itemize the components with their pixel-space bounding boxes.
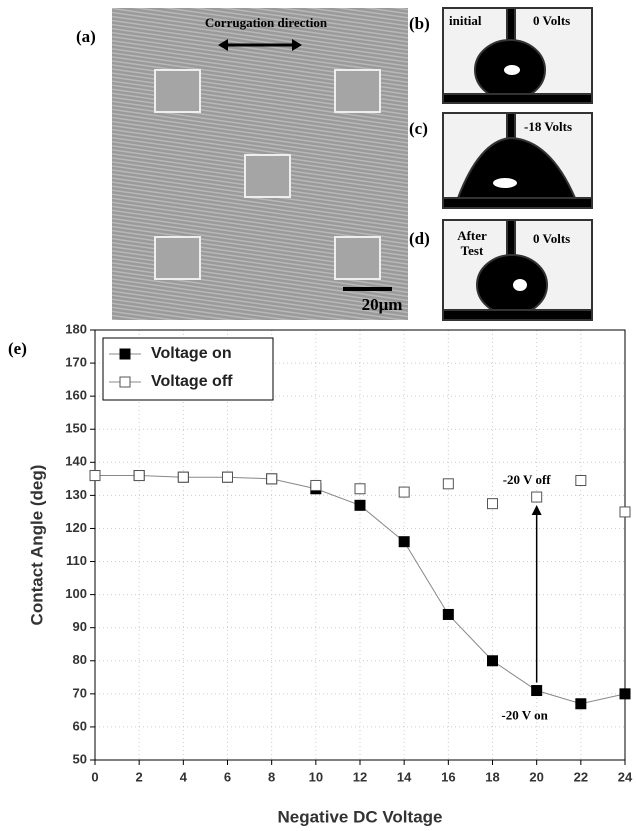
x-tick-label: 8 bbox=[268, 769, 275, 784]
annotation: -20 V off bbox=[503, 472, 552, 487]
marker bbox=[398, 486, 410, 498]
x-tick-label: 4 bbox=[180, 769, 188, 784]
marker bbox=[89, 470, 101, 482]
panel-label: (d) bbox=[409, 229, 430, 248]
panel-text: After Test bbox=[457, 228, 487, 258]
y-tick-label: 50 bbox=[73, 751, 87, 766]
panel-text: Corrugation direction bbox=[205, 15, 328, 30]
marker bbox=[177, 471, 189, 483]
marker bbox=[354, 483, 366, 495]
marker bbox=[619, 688, 631, 700]
panel-label: (c) bbox=[409, 119, 428, 138]
panel-label: (a) bbox=[76, 27, 96, 46]
legend-marker bbox=[119, 376, 131, 388]
y-tick-label: 150 bbox=[65, 421, 87, 436]
legend-label: Voltage off bbox=[151, 373, 233, 390]
y-tick-label: 170 bbox=[65, 355, 87, 370]
x-tick-label: 10 bbox=[309, 769, 323, 784]
marker bbox=[398, 536, 410, 548]
sem-image bbox=[112, 8, 408, 320]
scale-label: 20μm bbox=[362, 295, 403, 314]
marker bbox=[310, 479, 322, 491]
x-tick-label: 24 bbox=[618, 769, 633, 784]
x-tick-label: 18 bbox=[485, 769, 499, 784]
x-tick-label: 14 bbox=[397, 769, 412, 784]
marker bbox=[266, 473, 278, 485]
annotation: -20 V on bbox=[501, 708, 548, 723]
marker bbox=[133, 470, 145, 482]
y-tick-label: 60 bbox=[73, 718, 87, 733]
marker bbox=[487, 498, 498, 510]
y-axis-title: Contact Angle (deg) bbox=[27, 465, 46, 626]
panel-text: initial bbox=[449, 13, 482, 28]
marker bbox=[575, 698, 587, 710]
panel-text: 0 Volts bbox=[533, 13, 570, 28]
marker bbox=[222, 471, 233, 483]
y-tick-label: 100 bbox=[65, 586, 87, 601]
marker bbox=[575, 475, 587, 486]
x-axis-title: Negative DC Voltage bbox=[277, 807, 442, 826]
y-tick-label: 130 bbox=[65, 487, 87, 502]
marker bbox=[531, 685, 543, 697]
panel-label: (b) bbox=[409, 14, 430, 33]
legend-marker bbox=[119, 348, 131, 360]
marker bbox=[619, 506, 631, 518]
panel-text: -18 Volts bbox=[524, 119, 572, 134]
y-tick-label: 90 bbox=[73, 619, 87, 634]
x-tick-label: 20 bbox=[529, 769, 543, 784]
y-tick-label: 120 bbox=[65, 520, 87, 535]
x-tick-label: 6 bbox=[224, 769, 231, 784]
x-tick-label: 12 bbox=[353, 769, 367, 784]
panel-label: (e) bbox=[8, 339, 27, 358]
marker bbox=[354, 499, 366, 511]
panel-text-box: After Test bbox=[457, 228, 487, 258]
y-tick-label: 80 bbox=[73, 652, 87, 667]
marker bbox=[487, 655, 498, 667]
x-tick-label: 0 bbox=[91, 769, 98, 784]
x-tick-label: 2 bbox=[136, 769, 143, 784]
x-tick-label: 22 bbox=[574, 769, 588, 784]
x-tick-label: 16 bbox=[441, 769, 455, 784]
y-tick-label: 160 bbox=[65, 388, 87, 403]
marker bbox=[442, 608, 454, 620]
arrow-head bbox=[531, 505, 542, 516]
legend-box bbox=[102, 337, 274, 401]
y-tick-label: 110 bbox=[66, 553, 87, 568]
plot-frame bbox=[94, 329, 626, 761]
marker bbox=[442, 478, 454, 490]
y-tick-label: 140 bbox=[65, 454, 87, 469]
marker bbox=[531, 491, 543, 503]
y-tick-label: 180 bbox=[65, 321, 87, 336]
droplet-images bbox=[442, 7, 593, 321]
y-tick-label: 70 bbox=[73, 685, 87, 700]
legend-label: Voltage on bbox=[151, 345, 232, 362]
panel-text: 0 Volts bbox=[533, 231, 570, 246]
